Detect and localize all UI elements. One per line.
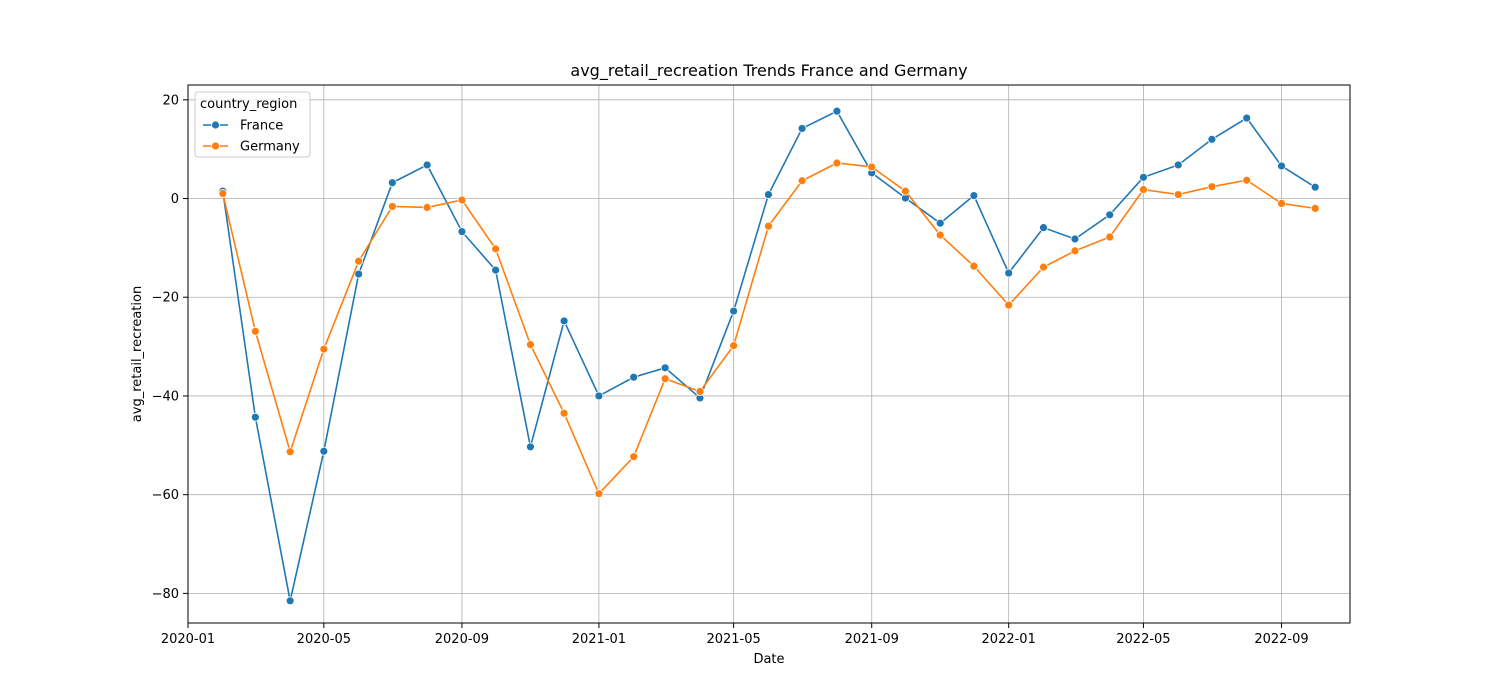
data-point: [695, 387, 705, 396]
data-point: [764, 190, 773, 199]
data-point: [867, 162, 877, 172]
data-point: [559, 408, 569, 418]
x-axis-label: Date: [753, 652, 784, 667]
data-point: [1039, 262, 1048, 272]
data-point: [1207, 134, 1217, 144]
legend-title: country_region: [200, 97, 297, 112]
data-point: [1242, 175, 1252, 185]
data-point: [250, 326, 260, 336]
x-tick-label: 2020-09: [435, 632, 489, 647]
legend-items: France Germany: [203, 119, 300, 155]
legend-label: France: [240, 119, 283, 134]
x-tick-label: 2021-01: [572, 632, 626, 647]
y-tick-label: −60: [152, 488, 179, 503]
data-point: [526, 442, 535, 452]
data-point: [526, 340, 535, 350]
data-point: [594, 489, 604, 499]
legend: country_region France Germany: [194, 91, 311, 158]
legend-label: Germany: [240, 140, 300, 155]
data-point: [729, 341, 739, 351]
data-point: [1039, 223, 1048, 233]
data-point: [832, 106, 842, 116]
data-point: [250, 412, 260, 422]
data-point: [1070, 246, 1080, 256]
data-point: [1277, 161, 1286, 171]
data-point: [1139, 172, 1148, 182]
data-point: [729, 306, 739, 316]
data-point: [354, 269, 364, 279]
data-point: [629, 452, 639, 462]
data-point: [457, 227, 467, 236]
data-point: [319, 446, 329, 456]
legend-marker: [211, 120, 220, 130]
legend-box: [194, 91, 311, 158]
data-point: [387, 178, 397, 188]
data-point: [491, 265, 501, 275]
x-axis: 2020-01 2020-05 2020-09 2021-01 2021-05 2021-…: [161, 623, 1309, 647]
y-tick-label: −40: [152, 389, 179, 404]
data-point: [969, 261, 979, 271]
y-tick-label: −20: [152, 291, 179, 306]
data-point: [935, 230, 945, 240]
data-point: [559, 316, 569, 326]
x-tick-label: 2020-05: [297, 632, 351, 647]
legend-item-germany: Germany: [203, 140, 300, 155]
legend-item-france: France: [203, 119, 283, 134]
data-point: [1207, 182, 1217, 192]
data-point: [285, 447, 295, 457]
data-point: [629, 372, 639, 382]
data-point: [1242, 113, 1252, 123]
data-point: [832, 158, 842, 168]
data-point: [1004, 300, 1014, 310]
data-point: [1173, 190, 1183, 199]
data-point: [660, 363, 670, 373]
y-tick-label: −80: [152, 587, 179, 602]
data-point: [660, 374, 670, 384]
data-point: [1310, 203, 1320, 213]
data-point: [901, 186, 910, 196]
data-point: [1277, 199, 1286, 208]
data-point: [354, 256, 364, 266]
data-point: [491, 244, 501, 254]
plot-frame: [187, 84, 1351, 624]
data-point: [1310, 182, 1320, 192]
series-line-germany: [222, 162, 1316, 496]
data-point: [1070, 234, 1080, 244]
data-point: [969, 191, 979, 200]
x-tick-label: 2022-05: [1116, 632, 1170, 647]
data-point: [797, 124, 807, 133]
data-point: [1173, 160, 1183, 170]
series-germany: [218, 158, 1320, 499]
data-point: [319, 344, 329, 354]
data-point: [218, 189, 228, 198]
y-axis: 20 0 −20 −40 −60 −80: [152, 93, 188, 602]
series-layer: [218, 106, 1320, 606]
data-point: [594, 391, 604, 401]
chart-title: avg_retail_recreation Trends France and …: [570, 61, 967, 81]
y-axis-label: avg_retail_recreation: [130, 286, 145, 422]
data-point: [387, 202, 397, 211]
x-tick-label: 2021-05: [706, 632, 760, 647]
x-tick-label: 2021-09: [845, 632, 899, 647]
data-point: [797, 176, 807, 186]
data-point: [457, 195, 467, 205]
x-tick-label: 2020-01: [161, 632, 215, 647]
legend-marker: [211, 141, 220, 151]
series-line-france: [222, 110, 1316, 601]
data-point: [285, 596, 295, 606]
y-tick-label: 0: [171, 192, 179, 207]
data-point: [1139, 185, 1148, 195]
data-point: [764, 221, 773, 231]
data-point: [1105, 210, 1115, 220]
x-tick-label: 2022-01: [982, 632, 1036, 647]
x-tick-label: 2022-09: [1254, 632, 1308, 647]
data-point: [422, 203, 432, 212]
data-point: [422, 160, 432, 170]
data-point: [1105, 232, 1115, 242]
data-point: [935, 218, 945, 228]
y-tick-label: 20: [162, 93, 179, 108]
series-france: [218, 106, 1320, 606]
data-point: [1004, 268, 1014, 278]
